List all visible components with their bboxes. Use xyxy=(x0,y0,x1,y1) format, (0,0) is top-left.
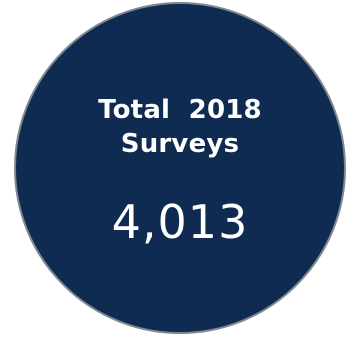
stat-title-line-2: Surveys xyxy=(120,129,240,159)
stat-title-line-1: Total 2018 xyxy=(98,95,262,125)
stat-value: 4,013 xyxy=(111,195,249,249)
stat-circle xyxy=(14,2,346,334)
stat-title: Total 2018 Surveys xyxy=(0,93,360,161)
